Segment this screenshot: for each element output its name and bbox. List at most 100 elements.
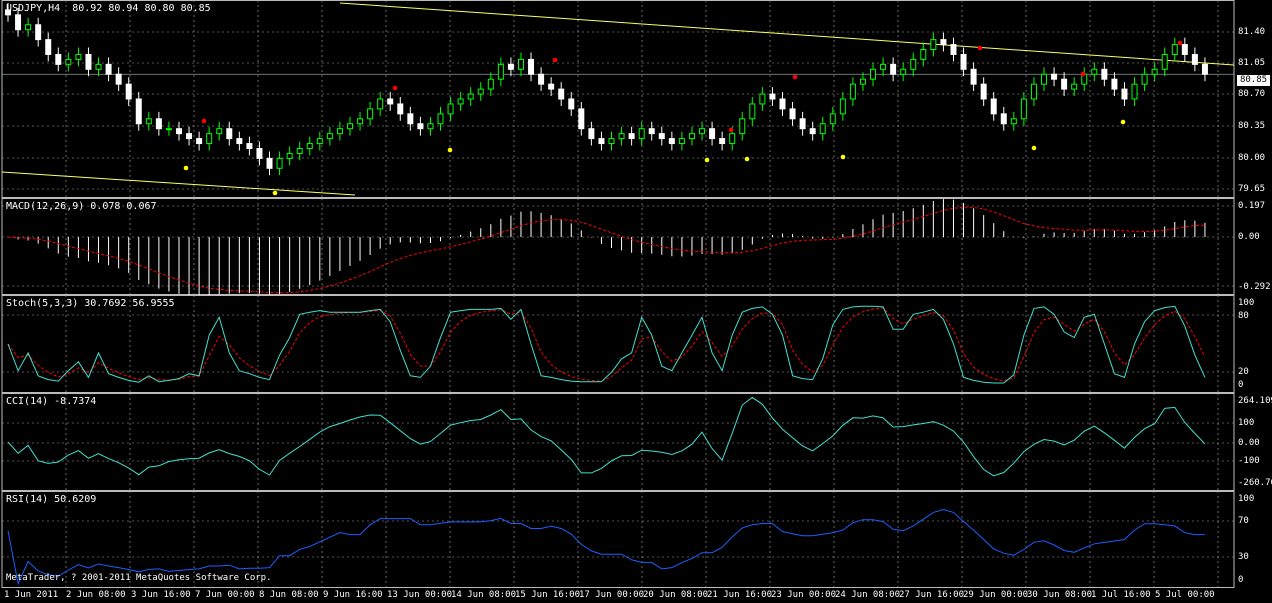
candle-body (900, 68, 907, 75)
candle-body (326, 133, 333, 140)
price-ylabel: 81.40 (1238, 27, 1266, 37)
candle-body (296, 148, 303, 154)
candle-body (467, 93, 474, 100)
cci-pane-label: CCI(14) -8.7374 (6, 396, 97, 407)
candle-body (628, 133, 635, 140)
candle-body (678, 138, 685, 145)
fractal-up-marker (392, 85, 398, 91)
price-pane[interactable]: USDJPY,H4 80.92 80.94 80.80 80.85 81.40 … (0, 0, 1272, 198)
candle-body (145, 118, 152, 125)
candle-body (920, 49, 927, 60)
candle-body (276, 157, 283, 169)
macd-ylabel: 0.197 (1238, 201, 1266, 211)
candle-body (890, 63, 897, 75)
candle-body (709, 128, 716, 140)
candle-body (960, 53, 967, 70)
candle-body (749, 103, 756, 120)
candle-body (729, 133, 736, 145)
candle-body (618, 133, 625, 140)
rsi-chart (1, 491, 1235, 588)
x-axis-label: 3 Jun 16:00 (131, 590, 191, 600)
rsi-line (7, 508, 1205, 586)
candle-body (789, 108, 796, 120)
price-chart (1, 0, 1235, 198)
candle-body (517, 58, 524, 70)
price-ylabel: 79.65 (1238, 184, 1266, 194)
candle-body (316, 138, 323, 145)
candle-body (598, 138, 605, 145)
x-axis-label: 17 Jun 00:00 (579, 590, 645, 600)
x-axis-label: 20 Jun 08:00 (643, 590, 709, 600)
cci-ylabel: 0.00 (1238, 438, 1260, 448)
cci-line (7, 396, 1206, 477)
candle-body (65, 58, 72, 65)
candle-body (638, 128, 645, 140)
candle-body (1151, 68, 1158, 75)
x-axis-label: 2 Jun 08:00 (66, 590, 126, 600)
x-axis-label: 1 Jun 2011 (4, 590, 59, 600)
candle-body (175, 128, 182, 135)
candle-body (95, 63, 102, 70)
candle-body (25, 24, 32, 31)
candle-body (487, 78, 494, 90)
candle-body (75, 53, 82, 60)
candle-body (1181, 44, 1188, 55)
candle-body (568, 98, 575, 110)
x-axis-label: 1 Jul 16:00 (1091, 590, 1151, 600)
price-ylabel: 80.00 (1238, 153, 1266, 163)
candle-body (357, 118, 364, 125)
candle-body (417, 123, 424, 130)
candle-body (1121, 88, 1128, 100)
x-axis-label: 29 Jun 00:00 (963, 590, 1029, 600)
fractal-down-marker (744, 156, 750, 162)
cci-pane[interactable]: CCI(14) -8.7374 264.109 100 0.00 -100 -2… (0, 393, 1272, 491)
x-axis-label: 24 Jun 08:00 (835, 590, 901, 600)
candle-body (1020, 98, 1027, 120)
candle-body (970, 68, 977, 85)
pane-border (1, 0, 1235, 198)
candle-body (910, 58, 917, 70)
pane-border (1, 198, 1235, 295)
fractal-down-marker (1031, 145, 1037, 151)
candle-body (799, 118, 806, 130)
pane-border (1, 491, 1235, 588)
stoch-pane[interactable]: Stoch(5,3,3) 30.7692 56.9555 100 80 20 0 (0, 295, 1272, 393)
candle-body (206, 133, 213, 145)
candle-body (85, 53, 92, 70)
fractal-up-marker (792, 74, 798, 80)
fractal-down-marker (704, 157, 710, 163)
candle-body (980, 83, 987, 100)
current-price-tag: 80.85 (1237, 75, 1270, 86)
candle-body (397, 103, 404, 115)
candle-body (1051, 73, 1058, 80)
candle-body (477, 88, 484, 95)
candle-body (578, 108, 585, 130)
x-axis-label: 23 Jun 00:00 (771, 590, 837, 600)
macd-signal-line (7, 206, 1205, 294)
stoch-signal-line (7, 307, 1206, 382)
candle-body (1091, 68, 1098, 75)
candle-body (246, 143, 253, 150)
fractal-down-marker (840, 154, 846, 160)
candle-body (256, 148, 263, 159)
candle-body (668, 138, 675, 145)
candle-body (125, 83, 132, 100)
candle-body (507, 63, 514, 70)
candle-body (658, 133, 665, 140)
candle-body (165, 128, 172, 131)
rsi-pane[interactable]: RSI(14) 50.6209 100 70 30 0 (0, 491, 1272, 588)
stoch-ylabel: 20 (1238, 367, 1249, 377)
candle-body (266, 157, 273, 169)
copyright-text: MetaTrader, ? 2001-2011 MetaQuotes Softw… (6, 573, 272, 583)
fractal-down-marker (447, 147, 453, 153)
candle-body (35, 24, 42, 41)
x-axis-label: 8 Jun 08:00 (259, 590, 319, 600)
candle-body (135, 98, 142, 125)
candle-body (387, 98, 394, 105)
support-trendline (1, 171, 356, 196)
x-axis-label: 14 Jun 08:00 (451, 590, 517, 600)
candle-body (1071, 83, 1078, 90)
fractal-down-marker (1120, 119, 1126, 125)
macd-pane[interactable]: MACD(12,26,9) 0.078 0.067 0.197 0.00 -0.… (0, 198, 1272, 295)
macd-pane-label: MACD(12,26,9) 0.078 0.067 (6, 201, 157, 212)
